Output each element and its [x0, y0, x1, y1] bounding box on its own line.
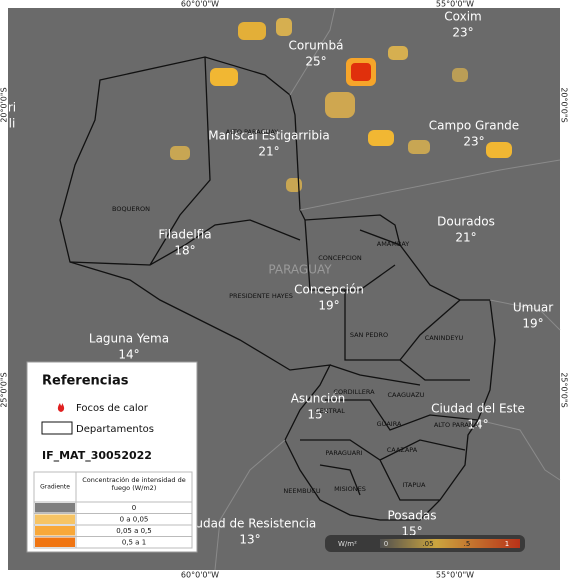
department-label: SAN PEDRO [350, 331, 388, 339]
place-name: Concepción [294, 283, 364, 297]
department-label: AMAMBAY [377, 240, 410, 248]
place-temp: 23° [463, 135, 484, 149]
department-label: ITAPUA [403, 481, 427, 489]
colorbar-unit: W/m² [338, 540, 357, 548]
place-name: Mariscal Estigarribia [208, 129, 329, 143]
gradient-swatch [35, 526, 75, 536]
gradient-swatch [35, 514, 75, 524]
places: Coxim 23° Corumbá 25° Mariscal Estigarribia 2… [8, 10, 553, 547]
department-label: GUAIRA [377, 420, 402, 428]
place-name: Posadas [388, 509, 437, 523]
product-id: IF_MAT_30052022 [42, 449, 152, 462]
table-header-box: Concentración de intensidad de fuego (W/… [82, 476, 186, 492]
department-label: CENTRAL [315, 407, 345, 415]
table-header: Gradiente [40, 484, 70, 491]
table-cell: 0,5 a 1 [122, 539, 146, 547]
legend-title: Referencias [42, 374, 129, 389]
department-label: CORDILLERA [333, 388, 375, 396]
place-temp: 18° [174, 244, 195, 258]
coord-label: 55°0'0"W [436, 0, 474, 9]
place-name: Asunción [291, 392, 346, 406]
fire-icon [57, 403, 65, 412]
place-name: Ciudad del Este [431, 402, 525, 416]
coord-label: 20°0'0"S [560, 87, 569, 122]
department-label: MISIONES [334, 485, 366, 493]
country-label: PARAGUAY [268, 263, 332, 277]
place-temp: 25° [305, 55, 326, 69]
place-name: Laguna Yema [89, 332, 169, 346]
department-label: PARAGUARI [325, 449, 362, 457]
department-label: BOQUERON [112, 205, 150, 213]
coord-label: 60°0'0"W [181, 0, 219, 9]
department-label: NEEMBUCU [283, 487, 320, 495]
department-label: ALTO PARANA [434, 421, 479, 429]
heat-spots [170, 18, 512, 192]
place-temp: 14° [467, 418, 488, 432]
department-label: CONCEPCION [318, 254, 362, 262]
coord-label: 60°0'0"W [181, 571, 219, 580]
department-label: CANINDEYU [425, 334, 464, 342]
table-rows: 0 0 a 0,05 0,05 a 0,5 0,5 a 1 [34, 501, 192, 547]
borders [59, 56, 496, 521]
outside-borders [214, 7, 561, 571]
gradient-swatch [35, 503, 75, 513]
place-temp: 19° [318, 299, 339, 313]
department-label: ALTO PARAGUAY [226, 128, 279, 136]
place-temp: 23° [452, 26, 473, 40]
legend-item: Departamentos [76, 424, 154, 435]
place-temp: 13° [239, 533, 260, 547]
coord-label: 55°0'0"W [436, 571, 474, 580]
departments: ALTO PARAGUAY BOQUERON PRESIDENTE HAYES CON… [112, 128, 479, 495]
gradient-swatch [35, 537, 75, 547]
place-temp: 21° [455, 231, 476, 245]
place-name: Ciudad de Resistencia [184, 517, 317, 531]
colorbar-gradient [380, 539, 520, 548]
place-temp: 21° [258, 145, 279, 159]
place-temp: li [9, 117, 16, 131]
colorbar-label: 1 [505, 540, 509, 548]
legend-swatch [41, 421, 73, 435]
place-temp: 14° [118, 348, 139, 362]
place-name: Umuar [513, 301, 553, 315]
place-name: Dourados [437, 215, 495, 229]
legend-table [33, 471, 193, 549]
coord-label: 20°0'0"S [0, 87, 9, 122]
table-header: Concentración de intensidad de fuego (W/… [82, 476, 186, 492]
table-cell: 0,05 a 0,5 [116, 527, 151, 535]
table-cell: 0 a 0,05 [120, 516, 149, 524]
legend: Referencias Focos de calor Departamentos… [26, 361, 198, 553]
place-name: Filadelfia [158, 228, 211, 242]
colorbar-label: 0 [384, 540, 388, 548]
department-label: CAAZAPA [387, 446, 418, 454]
coord-label: 25°0'0"S [560, 372, 569, 407]
place-name: Campo Grande [429, 119, 519, 133]
place-temp: 15° [307, 408, 328, 422]
legend-item: Focos de calor [76, 403, 149, 414]
table-cell: 0 [132, 504, 136, 512]
place-name: Corumbá [289, 39, 344, 53]
place-temp: 19° [522, 317, 543, 331]
department-label: CAAGUAZU [388, 391, 425, 399]
place-name: ri [8, 101, 16, 115]
department-label: PRESIDENTE HAYES [229, 292, 293, 300]
place-name: Coxim [444, 10, 481, 24]
coord-label: 25°0'0"S [0, 372, 9, 407]
colorbar-label: .5 [464, 540, 471, 548]
colorbar: W/m² 0 .05 .5 1 [325, 535, 525, 552]
colorbar-label: .05 [422, 540, 433, 548]
